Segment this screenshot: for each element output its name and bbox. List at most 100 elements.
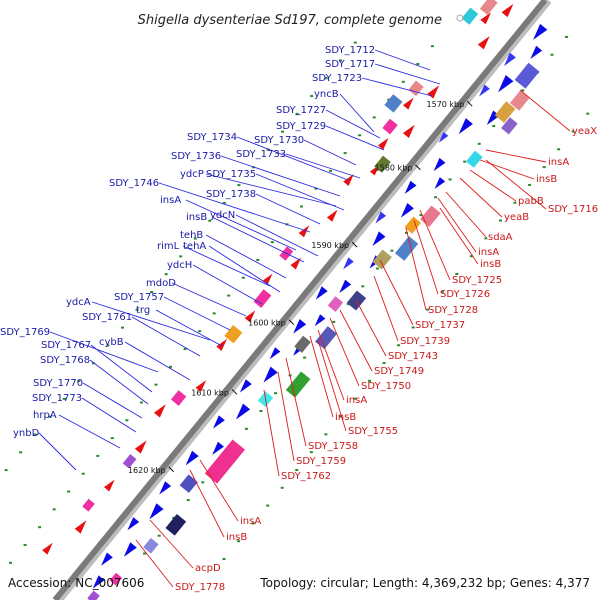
forward-gene-box	[204, 439, 245, 484]
forward-leader	[185, 199, 297, 251]
tick-dot	[186, 499, 190, 502]
tick-dot	[251, 522, 255, 525]
tick-dot	[513, 201, 517, 204]
forward-gene-label: tehB	[180, 230, 203, 241]
forward-gene-label: hrpA	[33, 410, 57, 421]
forward-gene-label: yncB	[314, 89, 339, 100]
tick-dot	[353, 397, 357, 400]
forward-gene-arrow	[372, 231, 386, 247]
forward-gene-label: SDY_1767	[41, 340, 91, 351]
tick-dot	[390, 249, 394, 252]
forward-leader	[285, 153, 361, 179]
tick-dot	[314, 187, 318, 190]
tick-dot	[266, 504, 270, 507]
forward-leader	[235, 214, 319, 257]
tick-dot	[401, 80, 405, 83]
forward-gene-arrow	[101, 552, 113, 566]
forward-gene-arrow	[127, 517, 140, 531]
forward-gene-box	[165, 514, 187, 536]
forward-gene-box	[395, 236, 419, 261]
forward-gene-label: ynbD	[13, 428, 40, 439]
forward-gene-box	[143, 537, 159, 554]
forward-leader	[374, 49, 431, 71]
tick-dot	[550, 53, 554, 56]
tick-dot	[343, 152, 347, 155]
reverse-leader	[419, 209, 451, 281]
forward-gene-label: insA	[160, 195, 181, 206]
forward-gene-box	[87, 590, 100, 600]
forward-gene-label: SDY_1717	[325, 59, 375, 70]
tick-dot	[222, 201, 226, 204]
kbp-label: 1590 kbp	[311, 241, 349, 250]
forward-gene-label: SDY_1770	[33, 378, 83, 389]
forward-leader	[339, 93, 375, 133]
tick-dot	[256, 258, 260, 261]
reverse-gene-box	[170, 390, 187, 406]
reverse-gene-label: SDY_1728	[428, 305, 478, 316]
forward-gene-arrow	[263, 366, 278, 383]
tick-dot	[4, 469, 8, 472]
forward-gene-arrow	[149, 503, 164, 520]
forward-gene-arrow	[213, 415, 225, 429]
reverse-gene-label: SDY_1725	[452, 275, 502, 286]
tick-dot	[270, 241, 274, 244]
forward-leader	[171, 282, 247, 317]
forward-gene-box	[466, 150, 483, 168]
genome-backbone	[52, 0, 552, 600]
reverse-gene-box	[122, 454, 137, 469]
reverse-gene-label: SDY_1716	[548, 204, 598, 215]
forward-gene-box	[179, 474, 198, 493]
tick-dot	[528, 183, 532, 186]
forward-gene-label: SDY_1729	[276, 121, 326, 132]
tick-dot	[521, 89, 525, 92]
reverse-gene-label: SDY_1743	[388, 351, 438, 362]
forward-leader	[374, 63, 441, 85]
tick-dot	[416, 63, 420, 66]
accession-text: Accession: NC_007606	[8, 576, 144, 590]
reverse-gene-label: sdaA	[488, 232, 513, 243]
tick-dot	[244, 427, 248, 430]
tick-dot	[299, 205, 303, 208]
tick-dot	[208, 219, 212, 222]
tick-dot	[368, 379, 372, 382]
forward-gene-label: ydcA	[66, 297, 91, 308]
reverse-gene-box	[408, 80, 424, 97]
tick-dot	[154, 383, 158, 386]
forward-leader	[205, 173, 337, 207]
tick-dot	[329, 169, 333, 172]
tick-dot	[62, 397, 66, 400]
tick-dot	[121, 326, 125, 329]
reverse-gene-label: SDY_1778	[175, 582, 225, 593]
reverse-leader	[485, 149, 547, 163]
reverse-gene-label: pabB	[518, 196, 544, 207]
forward-leader	[158, 182, 311, 233]
forward-gene-label: trg	[136, 305, 150, 316]
tick-dot	[404, 231, 408, 234]
tick-dot	[164, 273, 168, 276]
reverse-gene-arrow	[480, 12, 492, 25]
forward-gene-label: ydcH	[167, 260, 192, 271]
reverse-gene-label: SDY_1755	[348, 426, 398, 437]
tick-dot	[463, 160, 467, 163]
forward-gene-label: ydcP	[180, 169, 204, 180]
reverse-gene-arrow	[195, 380, 207, 393]
forward-gene-label: SDY_1769	[0, 327, 50, 338]
tick-dot	[52, 508, 56, 511]
tick-dot	[309, 451, 313, 454]
kbp-label: 1580 kbp	[375, 164, 413, 173]
tick-dot	[295, 112, 299, 115]
kbp-marks: 1570 kbp 1580 kbp 1590 kbp 1600 kbp 1610 kbp…	[128, 100, 473, 475]
forward-gene-box	[285, 371, 311, 398]
forward-gene-arrow	[212, 441, 224, 456]
forward-leader	[58, 414, 121, 449]
tick-dot	[274, 392, 278, 395]
forward-gene-arrow	[375, 211, 387, 224]
reverse-leader	[373, 275, 399, 342]
reverse-leader	[405, 227, 427, 311]
reverse-gene-arrow	[216, 338, 227, 351]
tick-dot	[564, 35, 568, 38]
reverse-gene-label: insA	[346, 395, 367, 406]
forward-gene-label: insB	[186, 212, 207, 223]
reverse-leader	[199, 459, 239, 522]
tick-dot	[222, 558, 226, 561]
